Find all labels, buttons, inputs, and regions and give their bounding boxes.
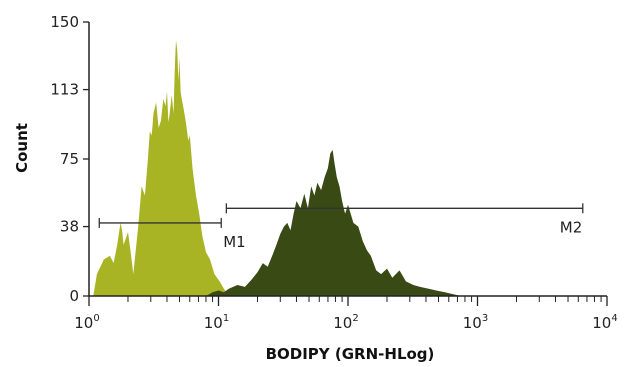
x-tick-label: 101	[204, 313, 229, 332]
histogram-series-2	[206, 149, 462, 296]
y-tick-label: 113	[50, 81, 79, 99]
histogram-areas	[93, 40, 462, 296]
x-tick-label: 103	[463, 313, 488, 332]
histogram-series-1	[93, 40, 229, 296]
y-tick-label: 0	[69, 287, 79, 305]
marker-label: M1	[223, 233, 246, 251]
y-axis-title: Count	[13, 123, 31, 173]
x-tick-label: 104	[592, 313, 617, 332]
x-tick-label: 102	[333, 313, 358, 332]
y-tick-label: 38	[60, 218, 79, 236]
x-tick-label: 100	[74, 313, 99, 332]
marker-m1: M1	[98, 217, 246, 251]
x-axis-title: BODIPY (GRN-HLog)	[266, 345, 435, 363]
marker-m2: M2	[225, 203, 584, 236]
y-tick-label: 75	[60, 150, 79, 168]
marker-label: M2	[560, 218, 583, 236]
y-tick-label: 150	[50, 13, 79, 31]
marker-gates: M1 M2	[98, 203, 584, 251]
axes: 0 38 75 113 150 100 101 102 103 104	[50, 13, 617, 332]
